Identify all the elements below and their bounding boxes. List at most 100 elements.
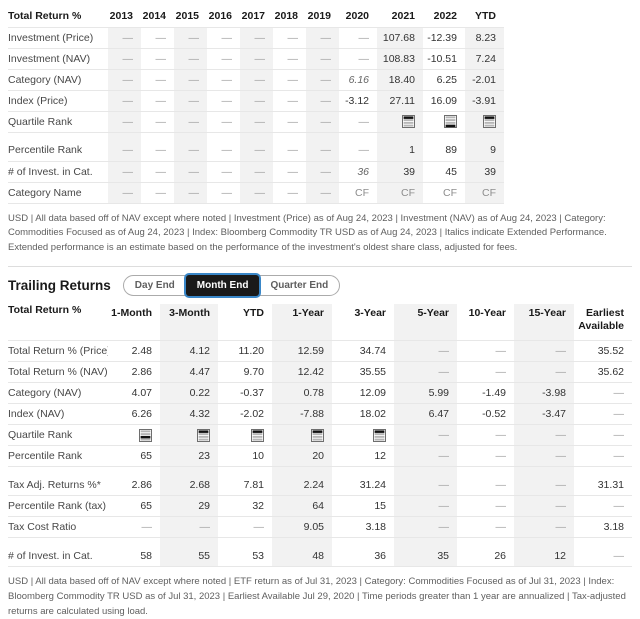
table-cell: — [160, 516, 218, 539]
spacer-cell [394, 537, 457, 546]
row-label: Quartile Rank [8, 424, 108, 447]
table-cell: 8.23 [465, 27, 504, 49]
table-cell: — [574, 545, 632, 568]
spacer-cell [272, 466, 332, 475]
table-cell: -2.02 [218, 403, 272, 426]
column-header: 2018 [273, 5, 306, 28]
table-cell [332, 424, 394, 447]
table-row: Category (NAV) — — — — — — —6.16 18.40 6.25 -2.01 [8, 69, 504, 91]
table-cell: 35.55 [332, 361, 394, 384]
table-cell: — [207, 48, 240, 70]
row-label: Total Return % (Price) [8, 340, 108, 363]
table-cell: — [174, 111, 207, 133]
table-title: Total Return % [8, 5, 108, 28]
column-header: YTD [465, 5, 504, 28]
table-cell: 2.86 [108, 474, 160, 497]
table-cell: — [394, 474, 457, 497]
table-cell: — [174, 182, 207, 204]
table-cell: — [174, 161, 207, 183]
spacer-cell [160, 466, 218, 475]
column-header: 2019 [306, 5, 339, 28]
table-cell: — [273, 27, 306, 49]
table-cell: — [394, 424, 457, 447]
quartile-rank-icon [402, 115, 415, 128]
table-cell: — [339, 111, 377, 133]
table-cell: — [207, 27, 240, 49]
column-header: Earliest Available [574, 303, 632, 342]
table-cell: -3.47 [514, 403, 574, 426]
table-cell: — [273, 48, 306, 70]
table-cell: — [240, 111, 273, 133]
table-cell: — [240, 69, 273, 91]
row-label: Percentile Rank [8, 140, 108, 162]
table-cell: — [514, 361, 574, 384]
table-cell: 11.20 [218, 340, 272, 363]
table-row: Percentile Rank (tax) 65 29 32 64 15— — — — [8, 495, 632, 518]
annual-returns-table: Total Return % 2013 2014 2015 2016 2017 2018 20… [8, 5, 504, 204]
day-end-button[interactable]: Day End [124, 275, 186, 296]
quarter-end-button[interactable]: Quarter End [259, 275, 339, 296]
table-cell: — [207, 111, 240, 133]
quartile-rank-icon [373, 428, 386, 442]
table-cell: — [174, 140, 207, 162]
table-cell: — [141, 69, 174, 91]
month-end-button[interactable]: Month End [185, 274, 260, 296]
table-cell: 12 [332, 445, 394, 468]
table-row: Category Name — — — — — — — CF CF CF CF [8, 182, 504, 204]
table-cell: — [457, 516, 514, 539]
table-cell: — [306, 140, 339, 162]
table-cell: — [457, 424, 514, 447]
table-cell: — [514, 516, 574, 539]
table-cell: -0.37 [218, 382, 272, 405]
table-cell: — [574, 403, 632, 426]
table-cell: 18.40 [377, 69, 423, 91]
table-cell: — [273, 140, 306, 162]
spacer-cell [207, 132, 240, 140]
table-cell: 2.86 [108, 361, 160, 384]
table-row: Quartile Rank — — — — [8, 424, 632, 447]
table-cell: — [174, 48, 207, 70]
table-cell: — [306, 48, 339, 70]
table-cell: — [514, 474, 574, 497]
table-cell: — [574, 495, 632, 518]
table-row: Tax Adj. Returns %* 2.86 2.68 7.81 2.24 31.24… [8, 474, 632, 497]
spacer-cell [332, 538, 394, 546]
spacer-cell [394, 466, 457, 475]
row-label: Investment (Price) [8, 27, 108, 49]
table-cell [423, 111, 465, 133]
spacer-cell [332, 467, 394, 475]
table-cell: — [108, 140, 141, 162]
table-cell: 53 [218, 545, 272, 568]
column-header: 3-Year [332, 303, 394, 342]
table-cell: — [457, 474, 514, 497]
spacer-cell [218, 467, 272, 475]
spacer-cell [514, 466, 574, 475]
table-cell: — [141, 27, 174, 49]
table-cell: CF [465, 182, 504, 204]
table-cell: -7.88 [272, 403, 332, 426]
table-cell: 4.12 [160, 340, 218, 363]
row-label: Index (Price) [8, 90, 108, 112]
table-cell: — [141, 111, 174, 133]
table-cell: — [574, 424, 632, 447]
table-cell: — [240, 161, 273, 183]
table-cell: — [240, 182, 273, 204]
table-cell: 31.31 [574, 474, 632, 497]
table-cell: 39 [465, 161, 504, 183]
table-cell: 27.11 [377, 90, 423, 112]
table-cell [377, 111, 423, 133]
spacer-cell [457, 467, 514, 475]
table-cell: 10 [218, 445, 272, 468]
table-cell: — [306, 161, 339, 183]
table-row: Category (NAV) 4.07 0.22 -0.37 0.78 12.09 5.99… [8, 382, 632, 405]
table-cell: — [174, 69, 207, 91]
table-row: Percentile Rank — — — — — — — —1 89 9 [8, 140, 504, 162]
table-cell: 2.24 [272, 474, 332, 497]
spacer-cell [514, 537, 574, 546]
row-label: Category (NAV) [8, 69, 108, 91]
table-cell: — [207, 90, 240, 112]
table-row: Percentile Rank 65 23 10 20 12— — — — [8, 445, 632, 468]
table-cell: — [339, 48, 377, 70]
quartile-rank-icon [251, 428, 264, 442]
column-header: 2021 [377, 5, 423, 28]
